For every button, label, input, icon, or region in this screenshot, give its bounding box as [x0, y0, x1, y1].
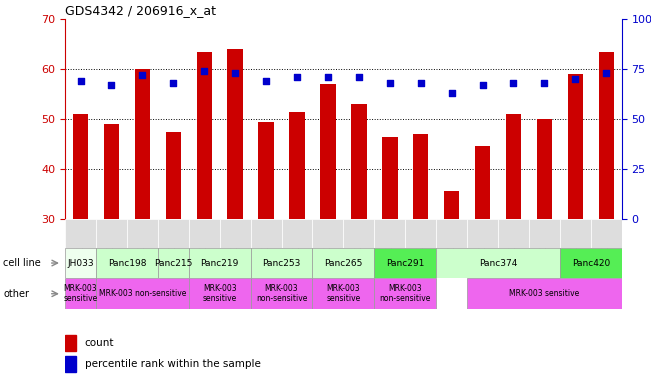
Point [261, 78, 271, 84]
Point [415, 80, 426, 86]
Bar [73, 114, 89, 219]
Point [353, 74, 364, 80]
Point [539, 80, 549, 86]
Point [323, 74, 333, 80]
Text: count: count [85, 338, 114, 348]
Bar [413, 134, 428, 219]
Bar [475, 147, 490, 219]
Bar [405, 219, 436, 248]
Point [76, 78, 86, 84]
Bar [165, 132, 181, 219]
Text: Panc374: Panc374 [479, 258, 517, 268]
Text: Panc219: Panc219 [201, 258, 239, 268]
Bar [65, 248, 96, 278]
Bar [189, 219, 219, 248]
Bar [312, 278, 374, 309]
Text: Panc265: Panc265 [324, 258, 363, 268]
Bar [96, 278, 189, 309]
Point [137, 72, 148, 78]
Bar [127, 219, 158, 248]
Text: MRK-003
sensitive: MRK-003 sensitive [63, 284, 98, 303]
Point [447, 90, 457, 96]
Point [508, 80, 519, 86]
Text: Panc253: Panc253 [262, 258, 301, 268]
Bar [281, 219, 312, 248]
Bar [251, 219, 281, 248]
Bar [197, 52, 212, 219]
Point [570, 76, 581, 82]
Bar [568, 74, 583, 219]
Bar [219, 219, 251, 248]
Point [292, 74, 302, 80]
Bar [189, 248, 251, 278]
Text: JH033: JH033 [67, 258, 94, 268]
Text: other: other [3, 289, 29, 299]
Point [385, 80, 395, 86]
Bar [374, 248, 436, 278]
Bar [312, 219, 344, 248]
Bar [96, 219, 127, 248]
Text: MRK-003 non-sensitive: MRK-003 non-sensitive [99, 289, 186, 298]
Bar [65, 278, 96, 309]
Bar [498, 219, 529, 248]
Bar [251, 278, 312, 309]
Text: MRK-003 sensitive: MRK-003 sensitive [509, 289, 579, 298]
Bar [312, 248, 374, 278]
Bar [289, 112, 305, 219]
Bar [258, 122, 274, 219]
Bar [374, 278, 436, 309]
Bar [436, 219, 467, 248]
Point [106, 82, 117, 88]
Bar [382, 137, 398, 219]
Point [477, 82, 488, 88]
Bar [251, 248, 312, 278]
Bar [467, 278, 622, 309]
Text: Panc420: Panc420 [572, 258, 610, 268]
Bar [96, 248, 158, 278]
Text: MRK-003
sensitive: MRK-003 sensitive [326, 284, 361, 303]
Point [601, 70, 611, 76]
Text: cell line: cell line [3, 258, 41, 268]
Bar [158, 219, 189, 248]
Bar [351, 104, 367, 219]
Bar [320, 84, 336, 219]
Bar [560, 219, 590, 248]
Bar [560, 248, 622, 278]
Text: Panc291: Panc291 [386, 258, 424, 268]
Point [199, 68, 210, 74]
Point [230, 70, 240, 76]
Text: Panc198: Panc198 [107, 258, 146, 268]
Bar [444, 192, 460, 219]
Bar [158, 248, 189, 278]
Bar [104, 124, 119, 219]
Bar [344, 219, 374, 248]
Bar [467, 219, 498, 248]
Bar [436, 248, 560, 278]
Text: Panc215: Panc215 [154, 258, 193, 268]
Text: MRK-003
sensitive: MRK-003 sensitive [202, 284, 237, 303]
Point [168, 80, 178, 86]
Text: GDS4342 / 206916_x_at: GDS4342 / 206916_x_at [65, 3, 216, 17]
Text: percentile rank within the sample: percentile rank within the sample [85, 359, 260, 369]
Bar [598, 52, 614, 219]
Bar [65, 335, 77, 351]
Bar [374, 219, 405, 248]
Bar [529, 219, 560, 248]
Bar [189, 278, 251, 309]
Bar [65, 356, 77, 372]
Bar [135, 69, 150, 219]
Bar [590, 219, 622, 248]
Bar [506, 114, 521, 219]
Bar [65, 219, 96, 248]
Text: MRK-003
non-sensitive: MRK-003 non-sensitive [380, 284, 431, 303]
Text: MRK-003
non-sensitive: MRK-003 non-sensitive [256, 284, 307, 303]
Bar [536, 119, 552, 219]
Bar [227, 49, 243, 219]
